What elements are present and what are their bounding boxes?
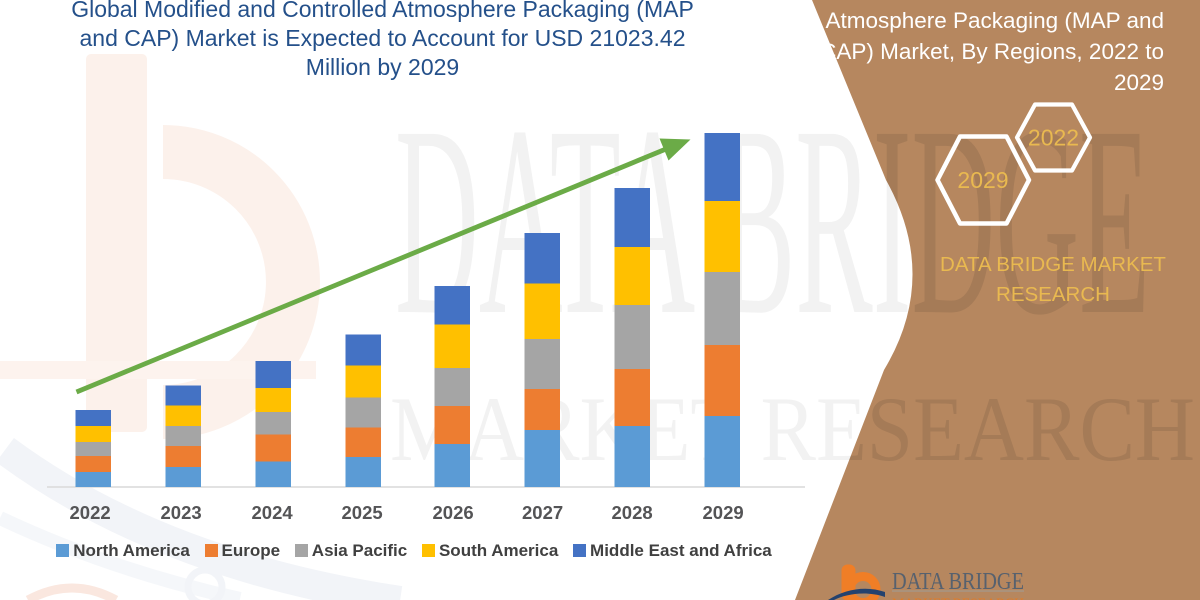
- svg-text:2022: 2022: [1028, 125, 1079, 151]
- svg-text:2029: 2029: [957, 167, 1008, 193]
- svg-text:MARKET RESEARCH: MARKET RESEARCH: [390, 378, 1195, 480]
- svg-text:DATA BRIDGE: DATA BRIDGE: [395, 70, 1150, 371]
- svg-text:MARKET RESEARCH: MARKET RESEARCH: [892, 596, 1024, 600]
